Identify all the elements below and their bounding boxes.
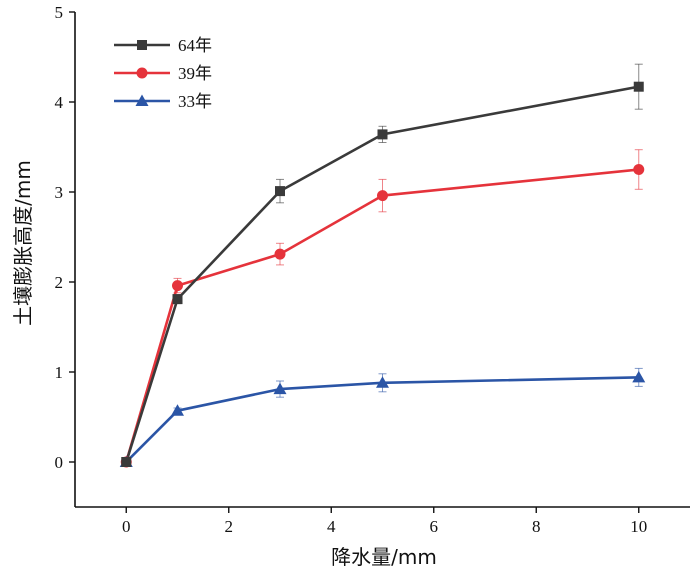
legend-marker <box>137 40 147 50</box>
y-tick-label: 2 <box>55 273 64 292</box>
data-point <box>376 376 389 388</box>
data-point <box>172 294 183 305</box>
data-point <box>633 164 645 175</box>
y-tick-label: 4 <box>55 93 64 112</box>
x-tick-label: 6 <box>430 517 439 536</box>
x-tick-label: 0 <box>122 517 131 536</box>
data-point <box>172 280 183 292</box>
y-axis-label: 土壤膨胀高度/mm <box>11 160 35 326</box>
series-line <box>125 168 639 463</box>
series-markers <box>119 81 646 468</box>
legend: 64年 39年 33年 <box>114 36 212 111</box>
data-point <box>632 370 646 383</box>
error-bars <box>122 63 643 465</box>
x-axis-label: 降水量/mm <box>331 545 437 569</box>
y-tick-label: 1 <box>55 363 64 382</box>
data-point <box>275 186 285 197</box>
legend-label: 64年 <box>178 36 212 55</box>
data-point <box>377 190 388 202</box>
data-point <box>274 248 286 260</box>
y-tick-label: 3 <box>55 183 64 202</box>
legend-marker <box>136 67 148 79</box>
x-tick-label: 10 <box>630 517 647 536</box>
x-tick-label: 2 <box>225 517 234 536</box>
data-point <box>377 129 388 140</box>
legend-label: 39年 <box>178 64 212 83</box>
x-tick-label: 4 <box>327 517 336 536</box>
data-point <box>273 382 287 395</box>
y-tick-label: 0 <box>55 453 64 472</box>
y-tick-label: 5 <box>55 3 64 22</box>
x-tick-label: 8 <box>532 517 541 536</box>
data-point <box>633 81 644 92</box>
data-point <box>121 457 132 467</box>
legend-label: 33年 <box>178 92 212 111</box>
data-point <box>171 404 184 416</box>
legend-marker <box>135 94 149 106</box>
axes: 0 2 4 6 8 10 0 1 2 3 4 5 <box>55 3 690 536</box>
